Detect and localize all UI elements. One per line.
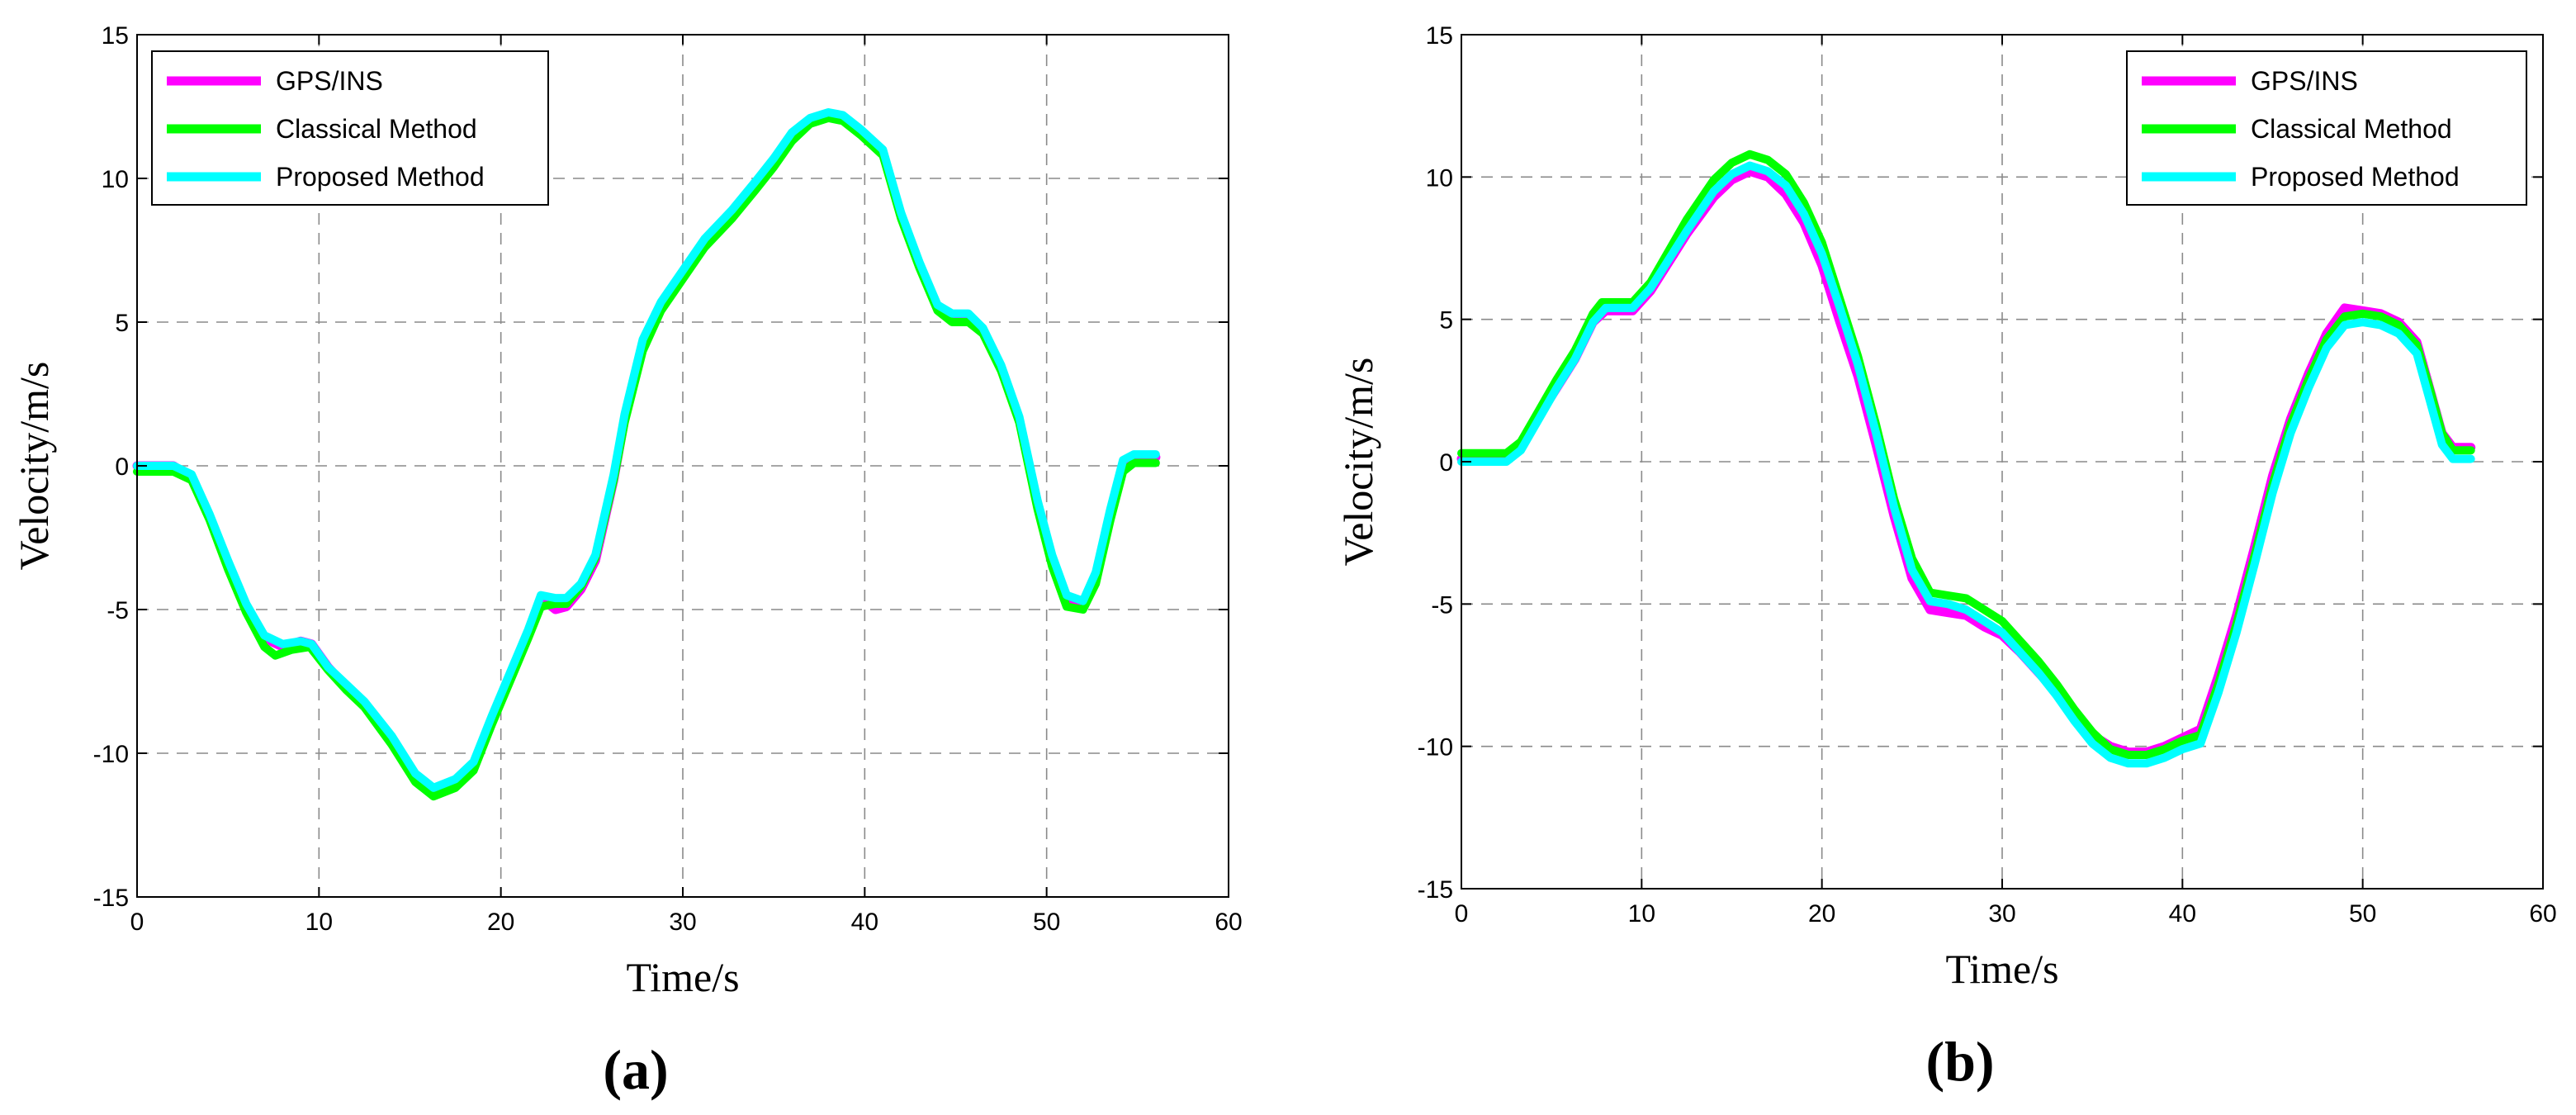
panel-a-x-tick-label: 60 [1215,909,1242,936]
panel-b-y-tick-label: 0 [1439,449,1453,477]
panel-b-label: (b) [1925,1030,1994,1093]
panel-a-legend-label-proposed: Proposed Method [276,162,485,192]
panel-a-ticks: 0 10 20 30 40 50 60 -15 -10 -5 0 5 10 15 [93,22,1243,936]
panel-b-x-tick-label: 10 [1628,900,1655,928]
panel-b-ticks: 0 10 20 30 40 50 60 -15 -10 -5 0 5 10 15 [1418,22,2557,928]
panel-b-x-tick-label: 30 [1988,900,2015,928]
panel-b-legend-label-proposed: Proposed Method [2251,162,2460,192]
panel-b-legend-label-gps-ins: GPS/INS [2251,66,2358,96]
panel-b-x-tick-label: 20 [1808,900,1835,928]
panel-a-y-tick-label: -10 [93,741,129,768]
panel-b-x-tick-label: 40 [2169,900,2196,928]
panel-a-series-proposed [133,108,1160,792]
panel-a-x-tick-label: 0 [130,909,144,936]
panel-a-legend-label-gps-ins: GPS/INS [276,66,383,96]
panel-a-y-tick-label: 0 [115,453,129,481]
panel-b-legend-label-classical: Classical Method [2251,114,2452,144]
panel-a-y-axis-label: Velocity/m/s [11,362,57,571]
panel-a-series [132,108,1161,801]
panel-a-y-tick-label: 15 [102,22,129,50]
panel-b-y-tick-label: 5 [1439,307,1453,334]
panel-a-x-axis-label: Time/s [626,954,739,1000]
panel-a-y-tick-label: 10 [102,166,129,193]
panel-a-x-tick-label: 40 [851,909,878,936]
panel-a-y-tick-label: 5 [115,310,129,337]
panel-a: 0 10 20 30 40 50 60 -15 -10 -5 0 5 10 15 GPS/INS Clas… [11,22,1243,1101]
panel-a-y-tick-label: -15 [93,885,129,912]
panel-a-legend: GPS/INS Classical Method Proposed Method [151,50,549,206]
panel-a-x-tick-label: 10 [305,909,333,936]
panel-a-x-tick-label: 30 [669,909,696,936]
panel-a-legend-label-classical: Classical Method [276,114,477,144]
panel-b-x-axis-label: Time/s [1945,946,2058,992]
panel-b-x-tick-label: 0 [1455,900,1469,928]
panel-b-y-tick-label: -10 [1418,734,1453,762]
panel-b-legend: GPS/INS Classical Method Proposed Method [2126,50,2527,206]
panel-a-label: (a) [603,1038,668,1101]
panel-b-series-proposed [1457,161,2475,768]
panel-b-y-tick-label: -15 [1418,876,1453,904]
panel-b-series [1456,149,2476,768]
panel-b-y-tick-label: 15 [1426,22,1453,50]
panel-b-x-tick-label: 60 [2529,900,2556,928]
panel-b-x-tick-label: 50 [2349,900,2376,928]
panel-a-y-tick-label: -5 [107,597,129,624]
panel-b-y-tick-label: 10 [1426,164,1453,192]
panel-b-y-axis-label: Velocity/m/s [1335,358,1381,567]
panel-a-x-tick-label: 50 [1033,909,1060,936]
panel-b-grid [1461,35,2543,889]
panel-b-y-tick-label: -5 [1431,591,1453,619]
panel-b: 0 10 20 30 40 50 60 -15 -10 -5 0 5 10 15 GPS/INS Clas… [1335,22,2557,1093]
panel-a-x-tick-label: 20 [487,909,514,936]
